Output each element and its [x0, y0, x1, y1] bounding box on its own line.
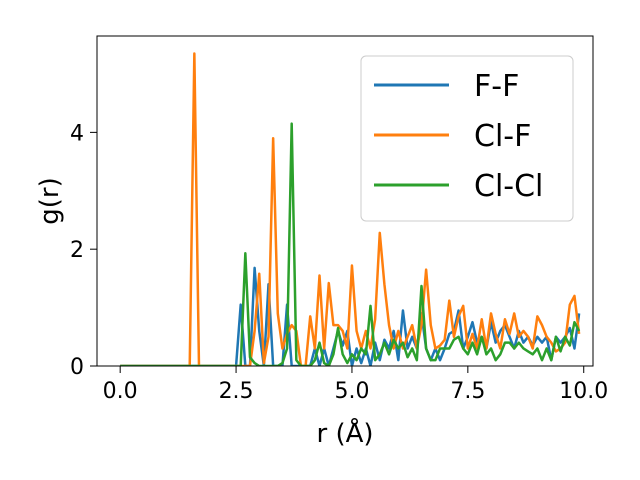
legend-label-f-f: F-F	[474, 69, 519, 104]
y-tick-label: 2	[70, 238, 84, 263]
x-axis-label: r (Å)	[316, 417, 373, 449]
series-line-cl-cl	[120, 122, 581, 366]
x-axis: 0.0 2.5 5.0 7.5 10.0	[103, 366, 608, 404]
legend: F-F Cl-F Cl-Cl	[360, 55, 574, 222]
x-tick-label: 2.5	[219, 379, 254, 404]
x-tick-label: 5.0	[334, 379, 369, 404]
series-layer	[120, 52, 581, 366]
plot-frame	[96, 35, 594, 367]
x-tick-label: 10.0	[559, 379, 608, 404]
legend-box	[360, 55, 574, 222]
y-tick-label: 4	[70, 121, 84, 146]
series-line-f-f	[120, 266, 581, 366]
series-line-cl-f	[120, 52, 581, 366]
y-axis-label: g(r)	[35, 177, 65, 224]
x-tick-label: 7.5	[450, 379, 485, 404]
y-tick-label: 0	[70, 355, 84, 380]
legend-label-cl-cl: Cl-Cl	[474, 169, 543, 204]
x-tick-label: 0.0	[103, 379, 138, 404]
y-axis: 0 2 4	[70, 121, 97, 380]
legend-label-cl-f: Cl-F	[474, 119, 531, 154]
